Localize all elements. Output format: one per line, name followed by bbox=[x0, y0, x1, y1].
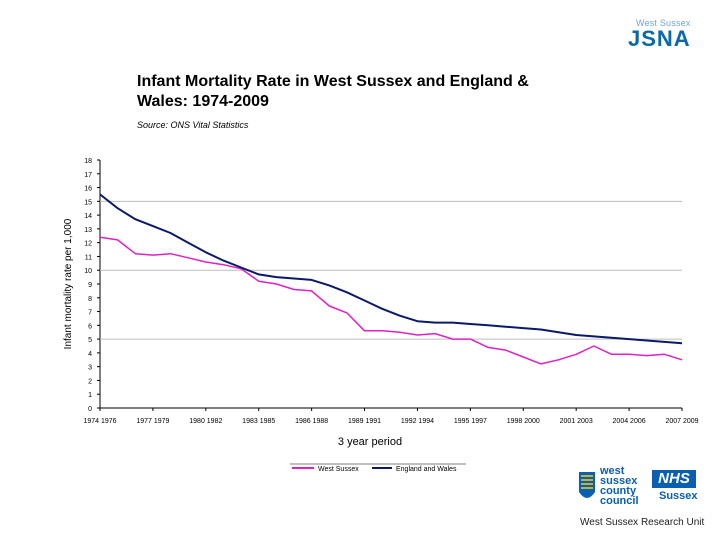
x-tick-label: 1974 1976 bbox=[83, 418, 116, 425]
y-axis-title: Infant mortality rate per 1,000 bbox=[63, 218, 74, 349]
y-tick-label: 4 bbox=[88, 351, 92, 358]
jsna-logo-text: JSNA bbox=[628, 26, 691, 51]
y-tick-label: 12 bbox=[84, 241, 92, 248]
x-tick-label: 1980 1982 bbox=[189, 418, 222, 425]
x-tick-label: 2004 2006 bbox=[613, 418, 646, 425]
research-unit-label: West Sussex Research Unit bbox=[580, 517, 705, 528]
chart-title: Infant Mortality Rate in West Sussex and… bbox=[137, 72, 617, 112]
legend-label: West Sussex bbox=[318, 466, 359, 473]
series-line-england-and-wales bbox=[99, 193, 683, 345]
y-tick-label: 9 bbox=[88, 282, 92, 289]
y-tick-label: 15 bbox=[84, 199, 92, 206]
council-line-3: county bbox=[600, 485, 637, 497]
y-tick-label: 8 bbox=[88, 296, 92, 303]
county-council-shield-icon bbox=[579, 472, 595, 498]
x-tick-label: 1983 1985 bbox=[242, 418, 275, 425]
nhs-logo: NHS bbox=[652, 470, 696, 488]
y-tick-label: 5 bbox=[88, 337, 92, 344]
x-tick-label: 1992 1994 bbox=[401, 418, 434, 425]
jsna-logo-small-text: West Sussex bbox=[636, 18, 691, 28]
x-tick-label: 2001 2003 bbox=[560, 418, 593, 425]
x-tick-label: 1995 1997 bbox=[454, 418, 487, 425]
chart-title-line-1: Infant Mortality Rate in West Sussex and… bbox=[137, 73, 529, 90]
y-tick-label: 18 bbox=[84, 158, 92, 165]
jsna-logo: West Sussex JSNA bbox=[628, 18, 708, 64]
chart-subtitle: Source: ONS Vital Statistics bbox=[137, 120, 249, 130]
series-line-west-sussex bbox=[99, 236, 683, 365]
x-tick-label: 1998 2000 bbox=[507, 418, 540, 425]
council-line-4: council bbox=[600, 495, 639, 507]
chart-title-line-2: Wales: 1974-2009 bbox=[137, 93, 269, 110]
x-tick-label: 2007 2009 bbox=[665, 418, 698, 425]
x-tick-label: 1986 1988 bbox=[295, 418, 328, 425]
y-tick-label: 3 bbox=[88, 365, 92, 372]
y-tick-label: 2 bbox=[88, 378, 92, 385]
y-tick-label: 0 bbox=[88, 406, 92, 413]
nhs-sussex-label: Sussex bbox=[659, 490, 698, 502]
y-tick-label: 14 bbox=[84, 213, 92, 220]
x-axis-title: 3 year period bbox=[338, 436, 402, 448]
y-tick-label: 11 bbox=[85, 254, 92, 261]
x-tick-label: 1977 1979 bbox=[136, 418, 169, 425]
council-line-1: west bbox=[600, 465, 625, 477]
y-tick-label: 13 bbox=[84, 227, 92, 234]
y-tick-label: 6 bbox=[88, 323, 92, 330]
y-tick-label: 10 bbox=[84, 268, 92, 275]
county-council-logo: west sussex county council bbox=[600, 465, 639, 507]
council-line-2: sussex bbox=[600, 475, 638, 487]
legend-label: England and Wales bbox=[396, 466, 457, 473]
y-tick-label: 16 bbox=[84, 186, 92, 193]
x-tick-label: 1989 1991 bbox=[348, 418, 381, 425]
y-tick-label: 7 bbox=[88, 310, 92, 317]
y-tick-label: 1 bbox=[88, 392, 92, 399]
y-tick-label: 17 bbox=[84, 172, 92, 179]
